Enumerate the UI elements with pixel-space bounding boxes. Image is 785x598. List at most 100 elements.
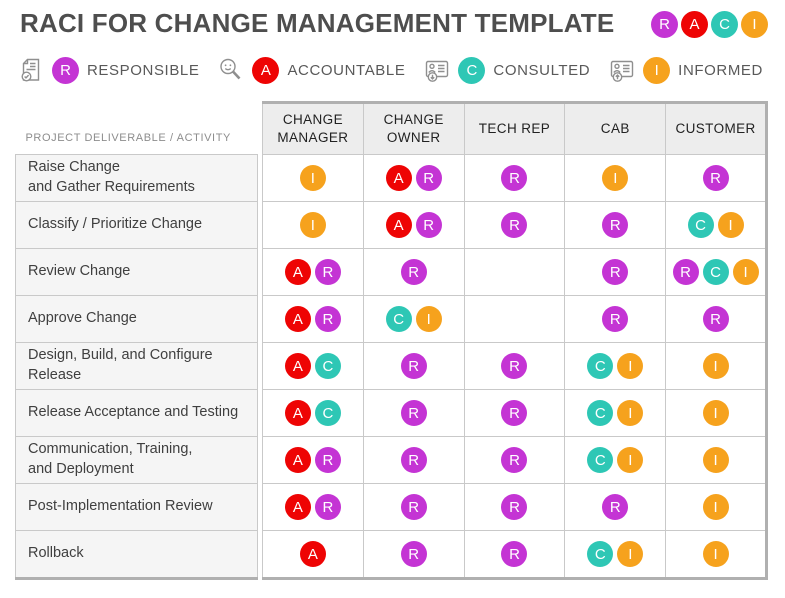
- raci-cell-r5-c4: I: [665, 389, 767, 437]
- raci-badge-a: A: [385, 212, 412, 238]
- cell-circle-group: R: [565, 494, 665, 520]
- table-row: Classify / Prioritize Change: [15, 201, 258, 249]
- raci-badge-c: C: [587, 447, 614, 473]
- raci-cell-r0-c3: I: [564, 154, 667, 202]
- corner-label: PROJECT DELIVERABLE / ACTIVITY: [25, 132, 231, 144]
- raci-badge-i: I: [617, 353, 644, 379]
- cell-circle-group: R: [465, 165, 565, 191]
- legend-label-accountable: ACCOUNTABLE: [287, 61, 406, 79]
- cell-circle-group: R: [465, 447, 565, 473]
- raci-cell-r0-c0: I: [262, 154, 364, 202]
- legend-item-informed: I INFORMED: [609, 56, 763, 84]
- raci-cell-r1-c0: I: [262, 201, 364, 249]
- column-header-change-manager: CHANGE MANAGER: [262, 102, 364, 155]
- raci-badge-i: I: [702, 447, 729, 473]
- consulted-badge: C: [458, 56, 486, 84]
- cell-circle-group: I: [263, 165, 363, 191]
- raci-badge-r: R: [602, 212, 629, 238]
- cell-circle-group: I: [565, 165, 665, 191]
- raci-badge-r: R: [602, 306, 629, 332]
- informed-badge: I: [643, 56, 671, 84]
- raci-cell-r0-c2: R: [463, 154, 566, 202]
- raci-badge-r: R: [415, 165, 442, 191]
- raci-badge-i: I: [617, 400, 644, 426]
- logo-circle-a: A: [681, 11, 708, 38]
- raci-badge-r: R: [602, 259, 629, 285]
- legend-label-responsible: RESPONSIBLE: [87, 61, 200, 79]
- raci-badge-i: I: [299, 165, 326, 191]
- raci-badge-a: A: [385, 165, 412, 191]
- raci-badge-r: R: [501, 541, 528, 567]
- raci-badge-r: R: [602, 494, 629, 520]
- activity-label-7: Post-Implementation Review: [15, 483, 258, 531]
- cell-circle-group: R: [666, 165, 765, 191]
- raci-badge-r: R: [400, 259, 427, 285]
- raci-badge-c: C: [587, 541, 614, 567]
- raci-badge-r: R: [314, 306, 341, 332]
- raci-badge-a: A: [284, 306, 311, 332]
- legend-item-accountable: A ACCOUNTABLE: [218, 56, 406, 84]
- cell-circle-group: I: [666, 541, 765, 567]
- raci-cell-r3-c4: R: [665, 295, 767, 343]
- table-row: Rollback: [15, 530, 258, 580]
- raci-badge-i: I: [415, 306, 442, 332]
- legend-label-informed: INFORMED: [678, 61, 763, 79]
- raci-badge-r: R: [702, 165, 729, 191]
- raci-badge-r: R: [501, 447, 528, 473]
- raci-cell-r8-c0: A: [262, 530, 364, 579]
- raci-badge-a: A: [284, 259, 311, 285]
- table-row: Release Acceptance and Testing: [15, 389, 258, 437]
- cell-circle-group: R: [565, 259, 665, 285]
- table-row: Raise Change and Gather Requirements: [15, 154, 258, 202]
- legend-item-responsible: R RESPONSIBLE: [18, 56, 200, 84]
- column-header-tech-rep: TECH REP: [463, 102, 566, 155]
- cell-circle-group: I: [666, 353, 765, 379]
- raci-cell-r7-c2: R: [463, 483, 566, 531]
- cell-circle-group: I: [263, 212, 363, 238]
- raci-badge-i: I: [602, 165, 629, 191]
- raci-badge-c: C: [687, 212, 714, 238]
- cell-circle-group: A: [263, 541, 363, 567]
- raci-cell-r6-c4: I: [665, 436, 767, 484]
- activity-label-4: Design, Build, and Configure Release: [15, 342, 258, 390]
- cell-circle-group: I: [666, 447, 765, 473]
- raci-cell-r3-c2: [463, 295, 566, 343]
- cell-circle-group: R: [465, 541, 565, 567]
- raci-badge-i: I: [702, 541, 729, 567]
- cell-circle-group: R: [465, 400, 565, 426]
- raci-badge-a: A: [284, 447, 311, 473]
- table-row: Approve Change: [15, 295, 258, 343]
- raci-cell-r2-c1: R: [362, 248, 465, 296]
- activity-label-0: Raise Change and Gather Requirements: [15, 154, 258, 202]
- cell-circle-group: R: [565, 212, 665, 238]
- raci-badge-c: C: [702, 259, 729, 285]
- raci-badge-i: I: [299, 212, 326, 238]
- raci-badge-c: C: [587, 353, 614, 379]
- raci-badge-r: R: [314, 494, 341, 520]
- cell-circle-group: R: [565, 306, 665, 332]
- raci-badge-a: A: [284, 494, 311, 520]
- column-header-cab: CAB: [564, 102, 667, 155]
- raci-badge-r: R: [400, 400, 427, 426]
- raci-badge-i: I: [717, 212, 744, 238]
- raci-cell-r8-c2: R: [463, 530, 566, 579]
